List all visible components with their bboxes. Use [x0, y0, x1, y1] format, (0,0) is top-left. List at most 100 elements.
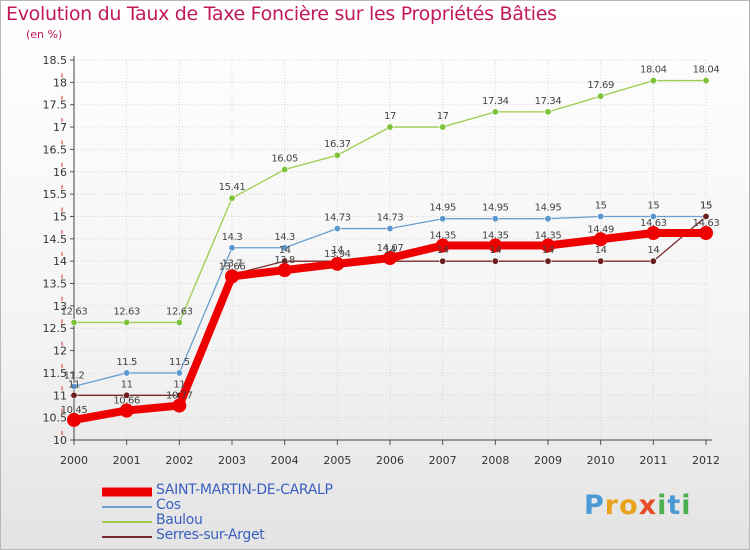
- y-tick-label: 15: [53, 210, 67, 223]
- logo-letter: x: [638, 490, 658, 521]
- data-label: 10.66: [113, 395, 140, 406]
- x-tick-label: 2001: [113, 454, 141, 467]
- data-point: [277, 263, 292, 278]
- data-point: [228, 194, 236, 202]
- data-label: 13.7: [222, 259, 243, 270]
- legend-label: Cos: [156, 497, 181, 513]
- y-tick-label: 13: [53, 300, 67, 313]
- legend-label: Baulou: [156, 512, 203, 528]
- data-label: 13.66: [219, 261, 246, 272]
- data-point: [488, 238, 503, 253]
- legend-label: SAINT-MARTIN-DE-CARALP: [156, 482, 333, 498]
- data-point: [228, 244, 236, 252]
- data-label: 14: [437, 245, 449, 256]
- logo-letter: i: [657, 490, 668, 521]
- data-point: [491, 215, 499, 223]
- logo-letter: P: [584, 490, 605, 521]
- data-label: 14.95: [482, 203, 509, 214]
- proxiti-logo: Proxiti: [584, 490, 692, 521]
- y-tick-label: 13.5: [43, 278, 68, 291]
- data-label: 17: [384, 111, 396, 122]
- y-tick-label: 16: [53, 166, 67, 179]
- y-tick-label: 17: [53, 121, 67, 134]
- data-point: [333, 225, 341, 233]
- data-point: [67, 412, 81, 427]
- data-label: 13.94: [324, 249, 351, 260]
- data-point: [123, 318, 131, 326]
- data-point: [123, 369, 131, 377]
- y-tick-label: 11.5: [43, 367, 68, 380]
- data-point: [649, 212, 657, 220]
- legend: [102, 487, 152, 538]
- data-point: [491, 108, 499, 116]
- data-label: 10.45: [61, 405, 88, 416]
- data-point: [544, 108, 552, 116]
- data-label: 14.35: [429, 231, 456, 242]
- y-tick-label: 11: [53, 389, 67, 402]
- data-point: [649, 257, 657, 265]
- data-point: [649, 77, 657, 85]
- data-label: 16.05: [271, 154, 298, 165]
- data-point: [544, 215, 552, 223]
- x-tick-label: 2007: [429, 454, 457, 467]
- data-label: 17.34: [535, 96, 562, 107]
- data-label: 13.8: [274, 255, 295, 266]
- data-point: [597, 257, 605, 265]
- x-tick-label: 2008: [481, 454, 509, 467]
- data-label: 14.35: [535, 231, 562, 242]
- data-label: 17: [437, 111, 449, 122]
- data-label: 14: [279, 245, 291, 256]
- x-tick-label: 2006: [376, 454, 404, 467]
- x-tick-label: 2005: [323, 454, 351, 467]
- data-label: 11.5: [116, 357, 137, 368]
- y-tick-label: 18.5: [43, 54, 68, 67]
- data-label: 18.04: [640, 65, 667, 76]
- x-tick-label: 2003: [218, 454, 246, 467]
- data-point: [435, 238, 450, 253]
- data-point: [699, 226, 713, 241]
- y-tick-label: 15.5: [43, 188, 68, 201]
- data-point: [597, 212, 605, 220]
- legend-label: Serres-sur-Arget: [156, 527, 265, 543]
- data-label: 14.3: [222, 232, 243, 243]
- x-tick-label: 2012: [692, 454, 720, 467]
- data-label: 16.37: [324, 139, 351, 150]
- data-point: [70, 382, 78, 390]
- logo-letter: r: [604, 490, 620, 521]
- data-label: 14.95: [535, 203, 562, 214]
- logo-letter: o: [619, 490, 639, 521]
- data-label: 11.2: [64, 370, 85, 381]
- data-point: [544, 257, 552, 265]
- data-point: [439, 257, 447, 265]
- data-point: [281, 166, 289, 174]
- data-label: 11: [68, 379, 80, 390]
- data-label: 12.63: [113, 306, 140, 317]
- data-point: [702, 77, 710, 85]
- data-point: [702, 212, 710, 220]
- data-point: [646, 226, 661, 241]
- data-point: [123, 391, 131, 399]
- x-tick-label: 2002: [165, 454, 193, 467]
- data-point: [175, 369, 183, 377]
- data-point: [119, 403, 134, 418]
- x-tick-label: 2010: [587, 454, 615, 467]
- data-point: [70, 391, 78, 399]
- logo-letter: i: [681, 490, 692, 521]
- data-label: 15: [595, 200, 607, 211]
- data-label: 15: [700, 200, 712, 211]
- data-label: 11.5: [169, 357, 190, 368]
- y-tick-label: 16.5: [43, 143, 68, 156]
- y-tick-label: 18: [53, 76, 67, 89]
- data-label: 14: [647, 245, 659, 256]
- data-point: [491, 257, 499, 265]
- data-label: 18.04: [693, 65, 720, 76]
- y-tick-label: 14.5: [43, 233, 68, 246]
- data-label: 14: [331, 245, 343, 256]
- data-label: 14.3: [274, 232, 295, 243]
- y-tick-label: 17.5: [43, 99, 68, 112]
- data-label: 12.63: [166, 306, 193, 317]
- x-tick-label: 2004: [271, 454, 299, 467]
- axes: 1010.51111.51212.51313.51414.51515.51616…: [43, 54, 721, 467]
- data-label: 14.73: [377, 213, 404, 224]
